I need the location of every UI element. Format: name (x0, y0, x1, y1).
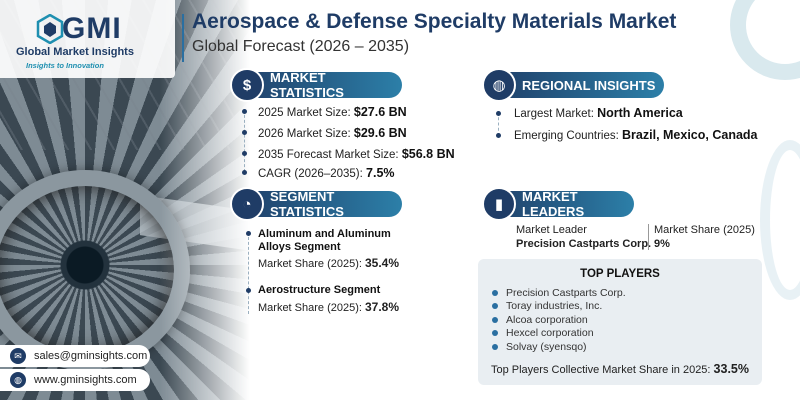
timeline-line (244, 110, 245, 172)
page-subtitle: Global Forecast (2026 – 2035) (192, 38, 410, 55)
segment-title: Aerostructure Segment (258, 284, 381, 296)
market-leaders-header: ▮ MARKET LEADERS (482, 187, 634, 221)
segment-share: Market Share (2025): 35.4% (258, 256, 400, 270)
bullet-dot (246, 288, 251, 293)
globe-icon: ◍ (10, 372, 26, 388)
regional-insights-header: ◍ REGIONAL INSIGHTS (482, 68, 664, 102)
bullet-dot (492, 289, 498, 296)
list-item: Toray industries, Inc. (492, 300, 626, 314)
decor-ring (760, 140, 800, 300)
regional-insights-heading: REGIONAL INSIGHTS (522, 77, 656, 93)
collective-share: Top Players Collective Market Share in 2… (490, 362, 749, 376)
stat-cagr: CAGR (2026–2035): 7.5% (258, 166, 395, 180)
gmi-logo-icon (36, 14, 64, 44)
top-players-list: Precision Castparts Corp. Toray industri… (492, 286, 626, 354)
bullet-dot (492, 330, 498, 337)
website-link[interactable]: www.gminsights.com (34, 374, 137, 386)
globe-icon: ◍ (482, 68, 516, 102)
segment-title: Aluminum and Aluminum Alloys Segment (258, 228, 391, 253)
bullet-dot (242, 151, 247, 156)
market-leader: Market Leader Precision Castparts Corp. (516, 223, 651, 251)
leader-share-label: Market Share (2025) (654, 224, 755, 236)
top-players-panel: TOP PLAYERS Precision Castparts Corp. To… (478, 259, 762, 385)
segment-statistics-heading: SEGMENT STATISTICS (270, 189, 344, 219)
bar-chart-icon: ▮ (482, 187, 516, 221)
bullet-dot (496, 111, 501, 116)
bullet-dot (496, 133, 501, 138)
segment-statistics-header: ◔ SEGMENT STATISTICS (230, 187, 402, 221)
mail-icon: ✉ (10, 348, 26, 364)
decor-ring (730, 0, 800, 80)
leader-share: Market Share (2025) 9% (654, 223, 755, 251)
bullet-dot (246, 231, 251, 236)
market-statistics-heading: MARKET STATISTICS (270, 70, 344, 100)
stat-2035-size: 2035 Forecast Market Size: $56.8 BN (258, 147, 455, 161)
logo-text: GMI (62, 12, 122, 45)
top-players-heading: TOP PLAYERS (580, 268, 660, 280)
bullet-dot (242, 170, 247, 175)
title-divider (182, 14, 184, 62)
leader-share-value: 9% (654, 238, 670, 250)
market-leaders-heading: MARKET LEADERS (522, 189, 585, 219)
market-statistics-header: $ MARKET STATISTICS (230, 68, 402, 102)
timeline-line (498, 112, 499, 136)
logo[interactable]: GMI Global Market Insights Insights to I… (0, 0, 175, 78)
timeline-line (248, 232, 249, 314)
stat-2026-size: 2026 Market Size: $29.6 BN (258, 126, 407, 140)
list-item: Solvay (syensqo) (492, 340, 626, 354)
email-contact[interactable]: ✉ sales@gminsights.com (0, 345, 150, 367)
leader-divider (648, 224, 649, 250)
list-item: Hexcel corporation (492, 327, 626, 341)
bullet-dot (492, 316, 498, 323)
emerging-countries: Emerging Countries: Brazil, Mexico, Cana… (514, 128, 758, 142)
leader-label: Market Leader (516, 224, 587, 236)
logo-tagline: Insights to Innovation (26, 61, 104, 70)
globe-dollar-icon: $ (230, 68, 264, 102)
logo-name: Global Market Insights (16, 46, 134, 58)
list-item: Alcoa corporation (492, 313, 626, 327)
bullet-dot (492, 343, 498, 350)
page-title: Aerospace & Defense Specialty Materials … (192, 10, 677, 33)
segment-chart-icon: ◔ (230, 187, 264, 221)
stat-2025-size: 2025 Market Size: $27.6 BN (258, 105, 407, 119)
leader-name: Precision Castparts Corp. (516, 238, 652, 250)
bullet-dot (492, 303, 498, 310)
website-contact[interactable]: ◍ www.gminsights.com (0, 369, 150, 391)
email-link[interactable]: sales@gminsights.com (34, 350, 148, 362)
bullet-dot (242, 130, 247, 135)
largest-market: Largest Market: North America (514, 106, 683, 120)
bullet-dot (242, 109, 247, 114)
list-item: Precision Castparts Corp. (492, 286, 626, 300)
segment-share: Market Share (2025): 37.8% (258, 300, 400, 314)
